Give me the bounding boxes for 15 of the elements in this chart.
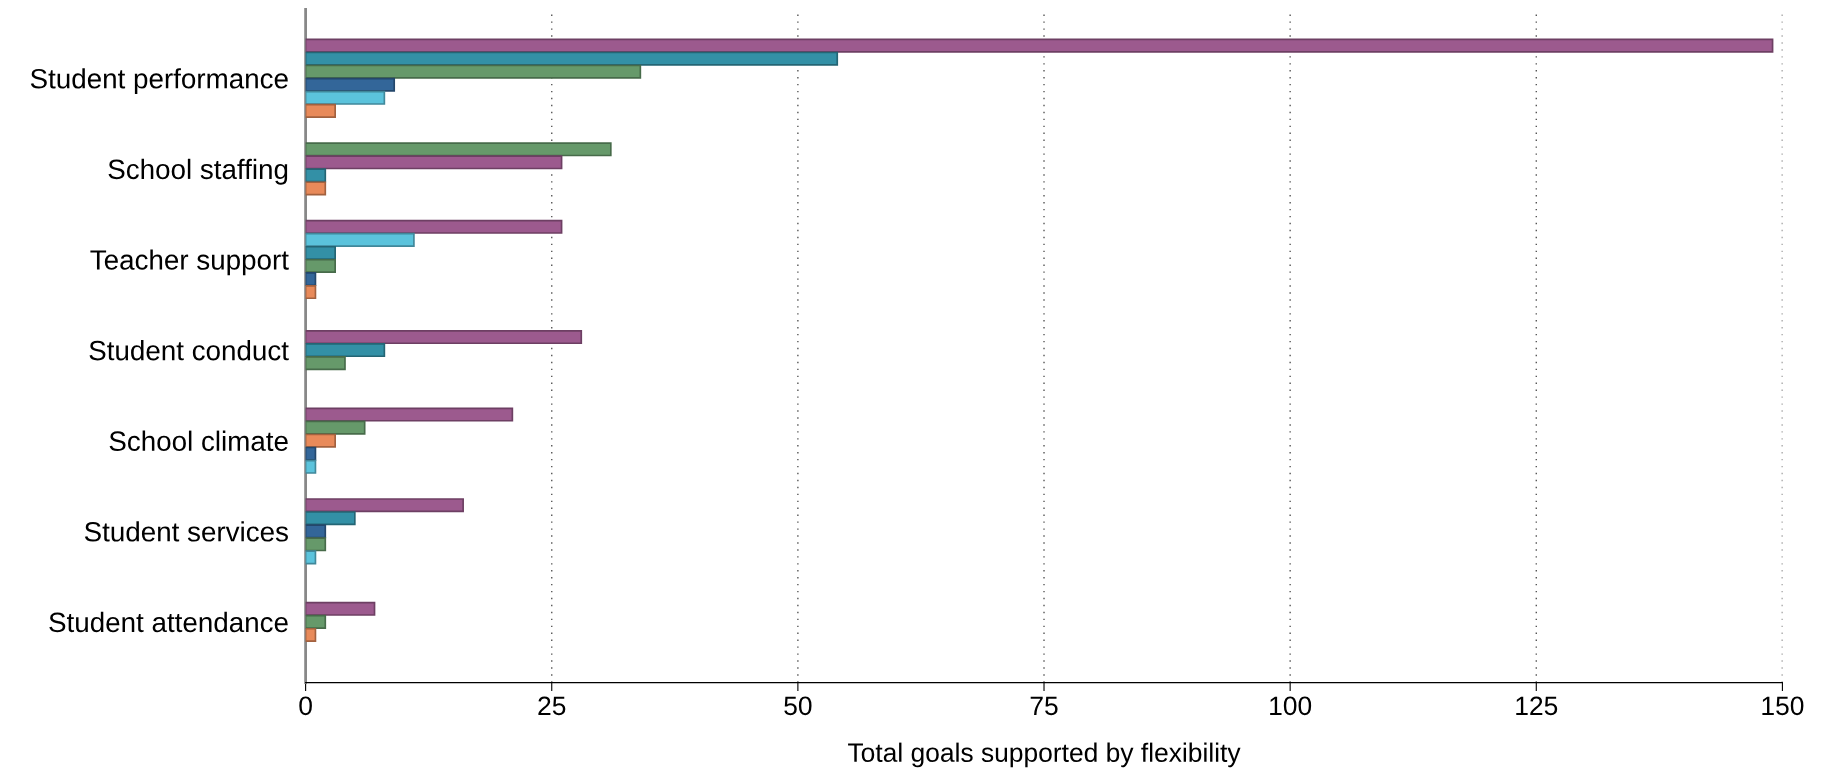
y-tick-label: Teacher support <box>90 249 289 276</box>
y-tick-label: Student conduct <box>89 340 289 361</box>
x-tick-label: 150 <box>1762 696 1804 716</box>
x-tick-label: 100 <box>1270 696 1312 716</box>
y-tick-label: Student performance <box>30 68 288 95</box>
y-tick-label: Student attendance <box>49 611 288 633</box>
x-tick-label: 75 <box>1030 696 1058 716</box>
x-tick-label: 50 <box>784 696 812 716</box>
y-tick-label: School climate <box>109 430 288 452</box>
y-tick-label: Student services <box>84 521 288 542</box>
x-tick-label: 125 <box>1516 696 1558 716</box>
x-tick-label: 25 <box>538 696 566 716</box>
x-axis-title: Total goals supported by flexibility <box>848 742 1241 768</box>
x-tick-label: 0 <box>299 696 312 716</box>
y-tick-label: School staffing <box>108 158 288 185</box>
